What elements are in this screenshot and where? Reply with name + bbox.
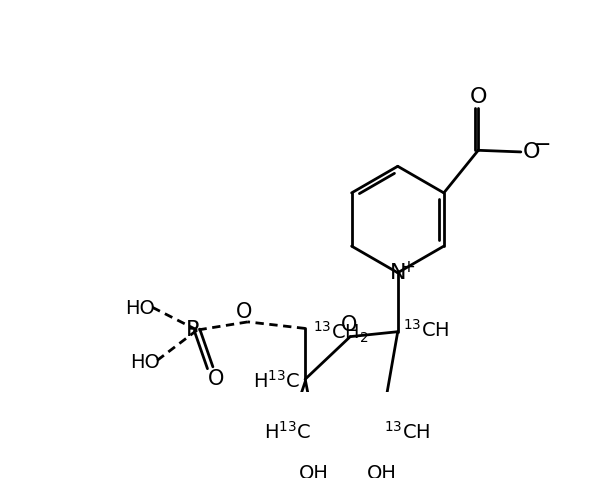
Text: +: + [401, 258, 416, 276]
Text: −: − [534, 135, 551, 155]
Text: P: P [185, 320, 199, 340]
Text: N: N [389, 263, 406, 283]
Text: OH: OH [367, 464, 397, 478]
Text: O: O [523, 142, 540, 162]
Text: HO: HO [130, 353, 160, 372]
Text: O: O [340, 315, 357, 335]
Text: HO: HO [125, 299, 155, 318]
Text: OH: OH [299, 464, 328, 478]
Text: O: O [207, 369, 224, 389]
Text: $^{13}$CH: $^{13}$CH [384, 421, 430, 443]
Text: O: O [236, 302, 252, 322]
Text: H$^{13}$C: H$^{13}$C [264, 421, 311, 443]
Text: $^{13}$CH$_2$: $^{13}$CH$_2$ [313, 320, 369, 345]
Text: H$^{13}$C: H$^{13}$C [253, 370, 300, 392]
Text: O: O [469, 87, 487, 107]
Text: $^{13}$CH: $^{13}$CH [403, 319, 450, 341]
